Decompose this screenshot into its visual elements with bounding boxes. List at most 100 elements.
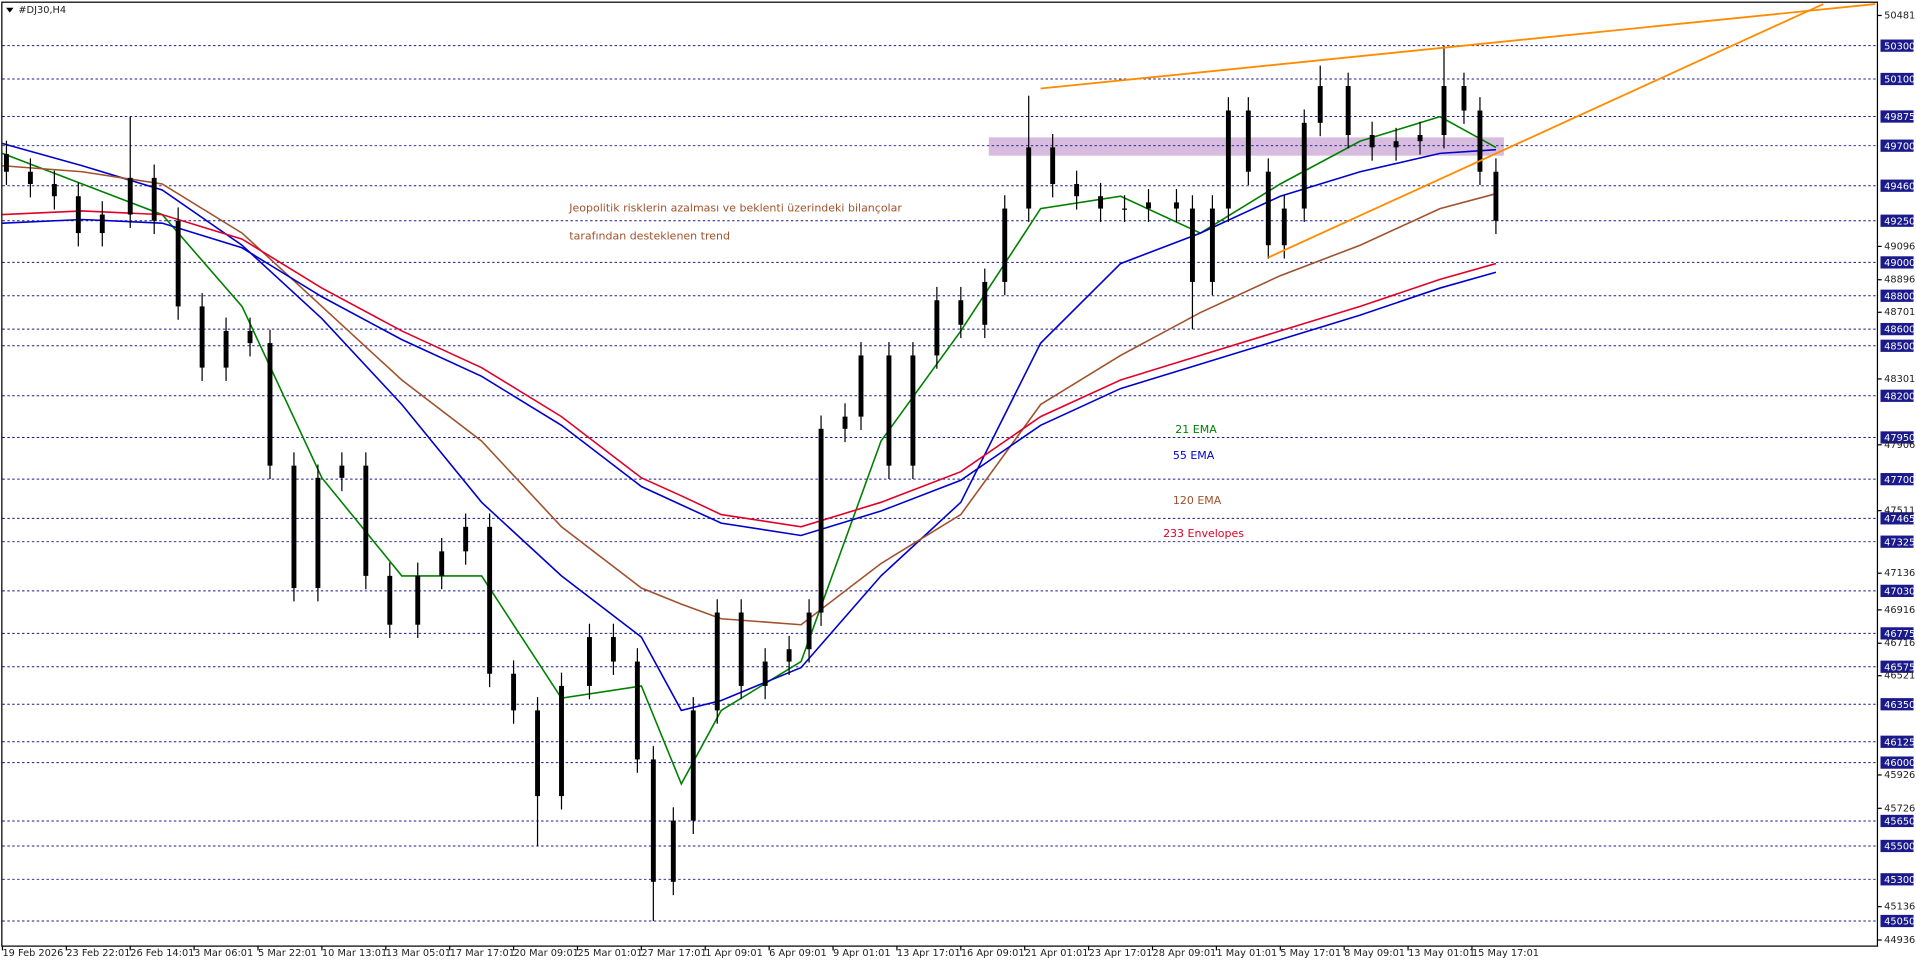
candle-body xyxy=(1098,196,1104,209)
candle-body xyxy=(1146,202,1151,209)
level-box xyxy=(1880,584,1914,597)
x-tick-label: 9 Apr 01:01 xyxy=(833,948,891,959)
candle-body xyxy=(559,685,564,797)
level-label: 46350 xyxy=(1884,700,1915,711)
x-tick-label: 26 Feb 14:01 xyxy=(130,948,194,959)
candle-body xyxy=(315,477,321,589)
legend-label: 21 EMA xyxy=(1175,423,1217,436)
candle-body xyxy=(1461,86,1467,111)
candle-body xyxy=(910,355,916,466)
level-label: 49875 xyxy=(1884,112,1915,123)
candle-body xyxy=(223,330,229,368)
level-box xyxy=(1880,110,1914,123)
candle-body xyxy=(1209,208,1215,282)
y-tick-label: 46916 xyxy=(1884,605,1915,616)
indicator-line xyxy=(2,218,1497,537)
y-tick-label: 47136 xyxy=(1884,568,1915,579)
level-box xyxy=(1880,289,1914,302)
candle-body xyxy=(886,355,892,466)
candle-body xyxy=(387,575,393,625)
level-box xyxy=(1880,72,1914,86)
candle-body xyxy=(1245,110,1251,172)
plot-area: Jeopolitik risklerin azalması ve beklent… xyxy=(2,3,1879,922)
y-tick-label: 47511 xyxy=(1884,506,1915,517)
indicator-line xyxy=(2,142,1497,712)
candle-body xyxy=(27,171,33,185)
candle-body xyxy=(339,465,345,478)
level-label: 49250 xyxy=(1884,216,1915,227)
candle-body xyxy=(199,306,205,368)
level-box xyxy=(1880,473,1914,486)
candle-body xyxy=(1281,208,1287,246)
level-box xyxy=(1880,139,1914,152)
level-box xyxy=(1880,39,1914,52)
candle-body xyxy=(842,416,848,429)
candle-body xyxy=(127,177,133,215)
candle-body xyxy=(151,177,157,221)
y-tick-label: 46716 xyxy=(1884,638,1915,649)
candle-body xyxy=(1393,141,1399,148)
candle-body xyxy=(1050,147,1056,185)
level-box xyxy=(1880,214,1914,227)
candle-body xyxy=(738,612,744,686)
level-label: 45300 xyxy=(1884,875,1915,886)
level-label: 47465 xyxy=(1884,514,1915,525)
x-tick-label: 21 Apr 01:01 xyxy=(1025,948,1089,959)
level-label: 47030 xyxy=(1884,586,1915,597)
level-box xyxy=(1880,535,1914,548)
candle-body xyxy=(762,661,768,686)
level-label: 45650 xyxy=(1884,817,1915,828)
level-box xyxy=(1880,735,1914,748)
y-tick-label: 45136 xyxy=(1884,902,1915,913)
level-label: 46000 xyxy=(1884,758,1915,769)
candle-body xyxy=(1493,171,1499,221)
level-label: 46575 xyxy=(1884,662,1915,673)
level-label: 49000 xyxy=(1884,258,1915,269)
candle-body xyxy=(511,673,517,711)
y-tick-label: 48896 xyxy=(1884,275,1915,286)
menu-triangle[interactable] xyxy=(6,7,14,13)
candle-body xyxy=(463,526,469,552)
x-tick-label: 13 Mar 05:01 xyxy=(386,948,451,959)
x-tick-label: 8 May 09:01 xyxy=(1344,948,1405,959)
x-tick-label: 16 Apr 09:01 xyxy=(961,948,1025,959)
level-box xyxy=(1880,873,1914,886)
annotation: tarafından desteklenen trend xyxy=(569,230,730,243)
y-tick-label: 47906 xyxy=(1884,440,1915,451)
candle-body xyxy=(535,710,540,797)
candle-body xyxy=(1026,147,1032,209)
x-tick-label: 25 Mar 01:01 xyxy=(577,948,642,959)
level-label: 50300 xyxy=(1884,41,1915,52)
plot-frame xyxy=(1,1,1879,947)
candle-body xyxy=(1174,202,1179,209)
level-box xyxy=(1880,512,1914,525)
x-tick-label: 19 Feb 2026 xyxy=(2,948,63,959)
trendline xyxy=(1267,3,1824,259)
candle-body xyxy=(1002,208,1008,282)
x-tick-label: 23 Feb 22:01 xyxy=(66,948,130,959)
level-label: 48800 xyxy=(1884,291,1915,302)
level-label: 50100 xyxy=(1884,75,1915,86)
level-box xyxy=(1880,256,1914,269)
candle-body xyxy=(858,355,864,417)
indicator-line xyxy=(2,210,1497,528)
level-label: 48500 xyxy=(1884,341,1915,352)
candle-body xyxy=(1301,122,1307,209)
candle-body xyxy=(786,649,792,662)
candle-body xyxy=(291,465,297,589)
x-tick-label: 5 Mar 22:01 xyxy=(258,948,317,959)
candle-body xyxy=(267,343,273,466)
legend-label: 55 EMA xyxy=(1173,449,1215,462)
y-tick-label: 49096 xyxy=(1884,241,1915,252)
x-tick-label: 20 Mar 09:01 xyxy=(514,948,579,959)
candle-body xyxy=(690,710,696,821)
candle-body xyxy=(587,637,592,686)
candle-body xyxy=(634,661,640,760)
candle-body xyxy=(982,281,988,325)
legend-label: 233 Envelopes xyxy=(1163,527,1244,540)
y-tick-label: 50481 xyxy=(1884,10,1915,21)
candle-body xyxy=(487,526,493,674)
y-tick-label: 48701 xyxy=(1884,307,1915,318)
level-label: 49700 xyxy=(1884,141,1915,152)
